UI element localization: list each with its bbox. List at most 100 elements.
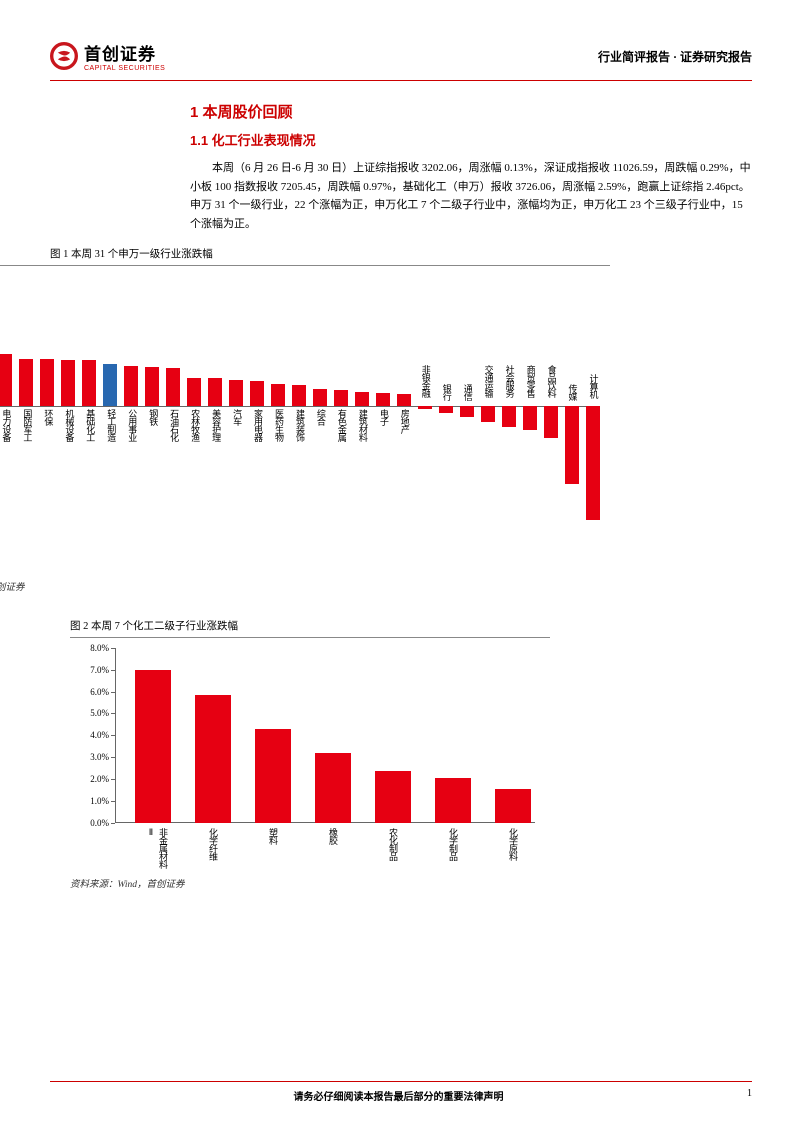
- chart-1-bar: [0, 354, 12, 406]
- chart-1-xlabel: 食品饮料: [546, 365, 559, 397]
- chart-1-bar: [376, 393, 390, 406]
- chart-2-bar: [315, 753, 351, 823]
- chart-1-xlabel: 交通运输: [483, 365, 496, 397]
- page-number: 1: [747, 1088, 752, 1103]
- chart-1-bar: [544, 406, 558, 439]
- chart-1-xlabel: 农林牧渔: [189, 409, 202, 441]
- chart-1-xlabel: 美容护理: [210, 409, 223, 441]
- chart-2-xlabel: 非金属材料Ⅱ: [147, 828, 170, 872]
- chart-1-bar: [418, 406, 432, 409]
- chart-1-bar: [481, 406, 495, 422]
- chart-1-xlabel: 建筑材料: [357, 409, 370, 441]
- chart-1-bar: [40, 359, 54, 406]
- chart-1-bar: [292, 385, 306, 406]
- chart-1-xlabel: 环保: [42, 409, 55, 425]
- chart-1-bar: [19, 359, 33, 406]
- chart-1-xlabel: 计算机: [588, 374, 601, 398]
- footer-disclaimer: 请务必仔细阅读本报告最后部分的重要法律声明: [294, 1088, 504, 1103]
- chart-1-xlabel: 公用事业: [126, 409, 139, 441]
- chart-1-xlabel: 商贸零售: [525, 365, 538, 397]
- section-body: 本周（6 月 26 日-6 月 30 日）上证综指报收 3202.06，周涨幅 …: [190, 159, 752, 234]
- chart-1-bar: [439, 406, 453, 413]
- chart-2-ytick-mark: [111, 713, 115, 714]
- chart-1-xlabel: 基础化工: [84, 409, 97, 441]
- chart-1-bar: [565, 406, 579, 484]
- chart-1-xlabel: 有色金属: [336, 409, 349, 441]
- chart-1-xlabel: 机械设备: [63, 409, 76, 441]
- chart-1-xlabel: 综合: [315, 409, 328, 425]
- chart-1-bar: [82, 360, 96, 406]
- logo-text-en: CAPITAL SECURITIES: [84, 65, 165, 72]
- chart-1-xlabel: 通信: [462, 384, 475, 400]
- chart-1-bar: [523, 406, 537, 430]
- chart-2-ytick-mark: [111, 757, 115, 758]
- chart-2-ytick-mark: [111, 692, 115, 693]
- chart-2-bar: [195, 695, 231, 823]
- logo-icon: [50, 42, 78, 70]
- chart-1-bar: [145, 367, 159, 406]
- chart-1-xlabel: 非银金融: [420, 365, 433, 397]
- chart-2-y-axis-line: [115, 648, 116, 823]
- chart-1-bar: [355, 392, 369, 406]
- chart-1-xlabel: 轻工制造: [105, 409, 118, 441]
- logo-text-cn: 首创证券: [84, 40, 165, 65]
- chart-1-bar: [208, 378, 222, 406]
- chart-2-ytick: 8.0%: [90, 643, 109, 653]
- chart-1-bar: [103, 364, 117, 406]
- chart-2-xlabel: 化学原料: [507, 828, 520, 860]
- chart-2-bar: [135, 670, 171, 823]
- chart-1-bar: [187, 378, 201, 406]
- chart-1-xlabel: 银行: [441, 384, 454, 400]
- page-footer: 请务必仔细阅读本报告最后部分的重要法律声明 1: [50, 1081, 752, 1103]
- chart-1-bar: [334, 390, 348, 406]
- figure-1-source: 资料来源：Wind，首创证券: [0, 579, 752, 593]
- chart-2-ytick: 4.0%: [90, 730, 109, 740]
- chart-2-xlabel: 化学纤维: [207, 828, 220, 860]
- chart-1-xlabel: 汽车: [231, 409, 244, 425]
- chart-2-ytick: 7.0%: [90, 665, 109, 675]
- chart-1-bar: [397, 394, 411, 406]
- chart-2-bar: [495, 789, 531, 823]
- chart-2: 0.0% 1.0% 2.0% 3.0% 4.0% 5.0% 6.0% 7.0% 8.0% 非金属…: [70, 637, 550, 872]
- chart-2-y-axis: 0.0%1.0%2.0%3.0%4.0%5.0%6.0%7.0%8.0%: [70, 648, 113, 823]
- chart-1-bar: [124, 366, 138, 406]
- header-category: 行业简评报告 · 证券研究报告: [598, 48, 752, 65]
- chart-1-xlabel: 钢铁: [147, 409, 160, 425]
- chart-1-xlabel: 国防军工: [21, 409, 34, 441]
- section-heading-1-1: 1.1 化工行业表现情况: [190, 130, 752, 149]
- chart-2-ytick: 3.0%: [90, 752, 109, 762]
- chart-2-ytick: 2.0%: [90, 774, 109, 784]
- figure-1-title: 图 1 本周 31 个申万一级行业涨跌幅: [50, 246, 752, 261]
- chart-2-ytick: 0.0%: [90, 818, 109, 828]
- chart-2-bar: [255, 729, 291, 823]
- chart-2-plot: [115, 648, 535, 823]
- chart-1-bar: [166, 368, 180, 405]
- chart-1: 8%6%4%2%0%-2%-4%-6%-8% 纺织服饰煤炭电力设备国防军工环保机…: [0, 265, 610, 575]
- chart-1-bar: [61, 360, 75, 406]
- chart-1-bar: [313, 389, 327, 406]
- chart-2-ytick: 5.0%: [90, 708, 109, 718]
- chart-2-ytick-mark: [111, 801, 115, 802]
- chart-2-xlabel: 化学制品: [447, 828, 460, 860]
- chart-2-ytick-mark: [111, 779, 115, 780]
- chart-1-xlabel: 建筑装饰: [294, 409, 307, 441]
- chart-1-xlabel: 传媒: [567, 384, 580, 400]
- chart-2-ytick-mark: [111, 648, 115, 649]
- chart-1-xlabel: 社会服务: [504, 365, 517, 397]
- chart-1-xlabel: 房地产: [399, 409, 412, 433]
- chart-1-bar: [460, 406, 474, 417]
- section-heading-1: 1 本周股价回顾: [190, 101, 752, 122]
- logo: 首创证券 CAPITAL SECURITIES: [50, 40, 165, 72]
- chart-1-bar: [586, 406, 600, 520]
- chart-1-xlabel: 医药生物: [273, 409, 286, 441]
- chart-1-bar: [271, 384, 285, 406]
- chart-2-xlabel: 塑料: [267, 828, 280, 844]
- chart-2-ytick-mark: [111, 823, 115, 824]
- figure-2-title: 图 2 本周 7 个化工二级子行业涨跌幅: [70, 618, 752, 633]
- chart-2-ytick: 6.0%: [90, 687, 109, 697]
- chart-1-xlabel: 家用电器: [252, 409, 265, 441]
- chart-2-bar: [435, 778, 471, 823]
- chart-2-ytick: 1.0%: [90, 796, 109, 806]
- chart-2-xlabel: 橡胶: [327, 828, 340, 844]
- chart-1-xlabel: 电子: [378, 409, 391, 425]
